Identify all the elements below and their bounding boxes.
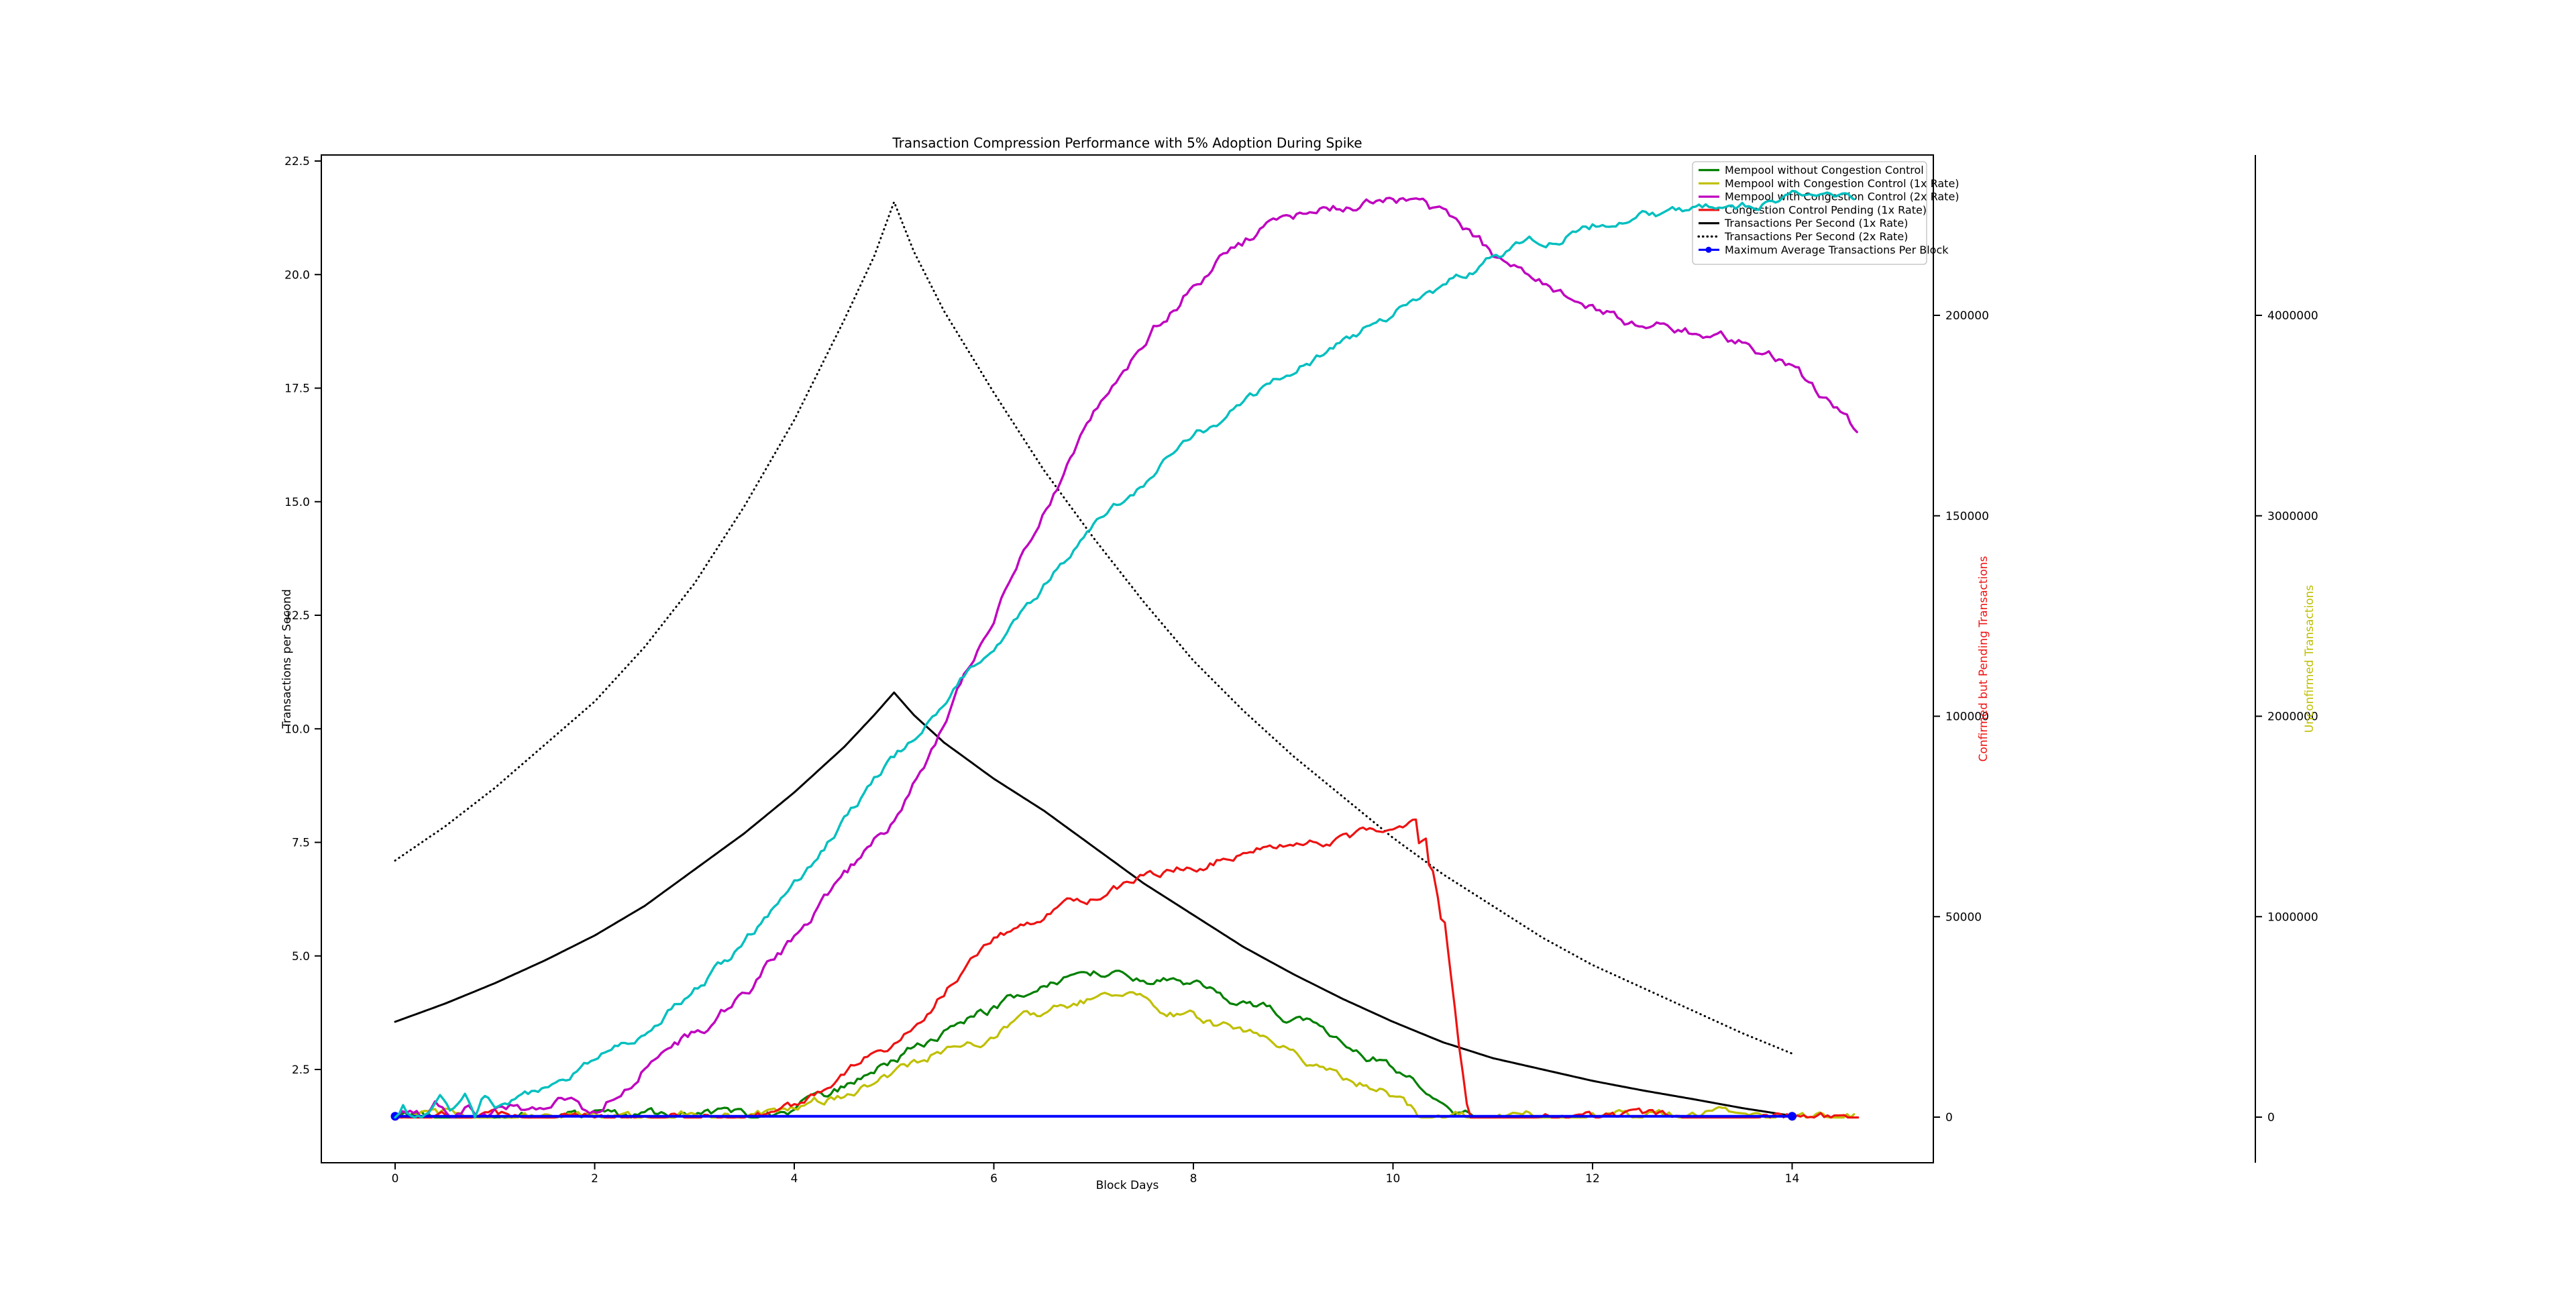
y-tick-label-pending: 100000 xyxy=(1945,711,1989,724)
series-mempool-cc-2x xyxy=(394,197,1858,1119)
y-tick-label-unconfirmed: 4000000 xyxy=(2267,309,2318,323)
x-tick-label: 14 xyxy=(1785,1172,1800,1186)
x-tick-label: 0 xyxy=(392,1172,399,1186)
y-tick-label-unconfirmed: 2000000 xyxy=(2267,711,2318,724)
x-tick-label: 6 xyxy=(990,1172,998,1186)
x-tick-label: 2 xyxy=(591,1172,598,1186)
y-tick-label-left: 7.5 xyxy=(292,837,310,850)
y-tick-label-unconfirmed: 0 xyxy=(2267,1111,2275,1125)
legend-box xyxy=(1692,161,1927,265)
y-tick-label-left: 20.0 xyxy=(284,268,310,282)
y-tick-label-pending: 50000 xyxy=(1945,910,1982,924)
legend-item-label: Mempool without Congestion Control xyxy=(1725,164,1924,176)
legend-item: Maximum Average Transactions Per Block xyxy=(1699,244,1949,256)
legend-item-label: Maximum Average Transactions Per Block xyxy=(1725,244,1949,256)
y-tick-label-left: 15.0 xyxy=(284,496,310,509)
y-tick-label-left: 10.0 xyxy=(284,723,310,736)
series-tps-1x xyxy=(394,691,1793,1117)
legend-item-label: Mempool with Congestion Control (1x Rate… xyxy=(1725,177,1960,190)
series-cc-pending xyxy=(394,818,1860,1119)
series-max-avg-tx-per-block-end-marker xyxy=(1788,1112,1796,1121)
legend-item: Transactions Per Second (1x Rate) xyxy=(1699,217,1908,229)
x-tick-label: 12 xyxy=(1585,1172,1600,1186)
y-tick-label-pending: 0 xyxy=(1945,1111,1953,1125)
legend-item-label: Mempool with Congestion Control (2x Rate… xyxy=(1725,191,1960,203)
y-axis-label-pending: Confirmed but Pending Transactions xyxy=(1977,556,1990,762)
y-tick-label-left: 22.5 xyxy=(284,155,310,168)
y-tick-label-unconfirmed: 1000000 xyxy=(2267,910,2318,924)
legend-item: Transactions Per Second (2x Rate) xyxy=(1697,230,1908,243)
y-tick-label-left: 17.5 xyxy=(284,382,310,396)
y-tick-label-pending: 200000 xyxy=(1945,309,1989,323)
x-axis-label: Block Days xyxy=(1095,1179,1159,1192)
legend-item-label: Congestion Control Pending (1x Rate) xyxy=(1725,203,1927,216)
y-tick-label-left: 5.0 xyxy=(292,950,310,963)
y-tick-label-left: 12.5 xyxy=(284,609,310,623)
y-axis-label-unconfirmed: Unconfirmed Transactions xyxy=(2303,584,2316,733)
legend-item-label: Transactions Per Second (2x Rate) xyxy=(1724,230,1908,243)
legend-item: Congestion Control Pending (1x Rate) xyxy=(1699,203,1927,216)
legend-swatch-marker xyxy=(1705,246,1712,253)
legend-item-label: Transactions Per Second (1x Rate) xyxy=(1724,217,1908,229)
y-tick-label-left: 2.5 xyxy=(292,1063,310,1077)
series-unlabeled-cyan xyxy=(394,189,1856,1119)
axes-box xyxy=(321,154,1934,1163)
y-tick-label-pending: 150000 xyxy=(1945,510,1989,523)
legend: Mempool without Congestion ControlMempoo… xyxy=(1692,161,1960,265)
series-tps-2x xyxy=(394,201,1793,1055)
y-axis-label-left: Transactions per Second xyxy=(280,589,294,729)
x-tick-label: 8 xyxy=(1190,1172,1197,1186)
x-tick-label: 10 xyxy=(1386,1172,1401,1186)
series-mempool-no-cc xyxy=(394,970,1474,1119)
chart-title: Transaction Compression Performance with… xyxy=(892,135,1362,151)
legend-item: Mempool without Congestion Control xyxy=(1699,164,1924,176)
y-tick-label-unconfirmed: 3000000 xyxy=(2267,510,2318,523)
legend-item: Mempool with Congestion Control (2x Rate… xyxy=(1699,191,1960,203)
x-tick-label: 4 xyxy=(791,1172,798,1186)
legend-item: Mempool with Congestion Control (1x Rate… xyxy=(1699,177,1960,190)
